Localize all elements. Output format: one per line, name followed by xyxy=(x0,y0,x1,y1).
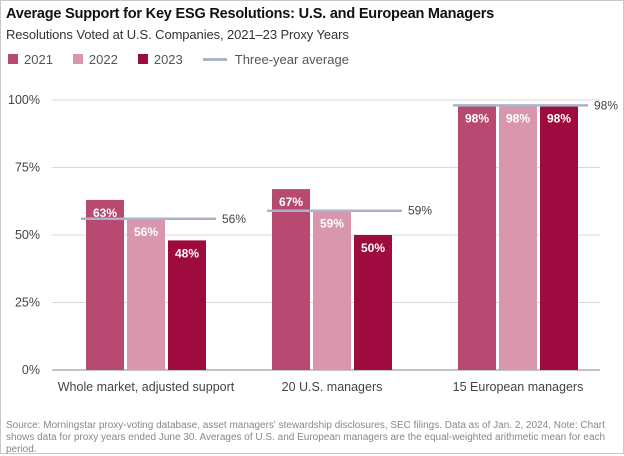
bar xyxy=(540,105,578,371)
chart-title: Average Support for Key ESG Resolutions:… xyxy=(6,6,495,22)
bar xyxy=(354,235,392,370)
legend-label-average: Three-year average xyxy=(234,51,349,67)
bar xyxy=(313,210,351,370)
bar-data-label: 98% xyxy=(465,111,489,125)
average-label: 56% xyxy=(222,212,246,226)
bar xyxy=(272,189,310,370)
bar-data-label: 56% xyxy=(134,225,158,239)
bar-data-label: 67% xyxy=(279,195,303,209)
legend-swatch-2023 xyxy=(137,54,148,64)
legend-item-2023: 2023 xyxy=(137,51,183,67)
legend-swatch-2022 xyxy=(72,54,83,64)
average-label: 98% xyxy=(594,98,618,112)
x-category-label: 20 U.S. managers xyxy=(282,380,383,394)
bar-data-label: 98% xyxy=(506,111,530,125)
legend-label-2021: 2021 xyxy=(24,51,53,67)
bar xyxy=(86,199,124,370)
y-tick-label: 100% xyxy=(8,93,40,107)
legend-label-2023: 2023 xyxy=(153,51,183,67)
bar xyxy=(499,105,537,371)
bar-data-label: 48% xyxy=(175,246,199,260)
bar xyxy=(127,218,165,370)
bar-data-label: 98% xyxy=(547,111,571,125)
legend-label-2022: 2022 xyxy=(88,51,118,67)
bar-data-label: 50% xyxy=(361,241,385,255)
average-label: 59% xyxy=(408,204,432,218)
x-category-label: Whole market, adjusted support xyxy=(58,380,235,394)
legend-swatch-average xyxy=(202,57,227,61)
x-category-label: 15 European managers xyxy=(453,380,584,394)
y-tick-label: 25% xyxy=(15,296,40,310)
y-tick-label: 75% xyxy=(15,161,40,175)
chart-subtitle: Resolutions Voted at U.S. Companies, 202… xyxy=(6,27,349,42)
bar xyxy=(458,105,496,371)
legend-item-2022: 2022 xyxy=(72,51,118,67)
y-tick-label: 0% xyxy=(22,363,40,377)
legend-item-2021: 2021 xyxy=(8,52,53,67)
legend-item-average: Three-year average xyxy=(202,51,349,67)
legend-swatch-2021 xyxy=(8,54,18,64)
y-tick-label: 50% xyxy=(15,228,40,242)
chart-legend: 2021 2022 2023 Three-year average xyxy=(8,50,369,68)
bar xyxy=(168,240,206,370)
bar-data-label: 59% xyxy=(320,217,344,231)
source-note: Source: Morningstar proxy-voting databas… xyxy=(6,420,606,455)
bar-data-label: 63% xyxy=(93,206,117,220)
